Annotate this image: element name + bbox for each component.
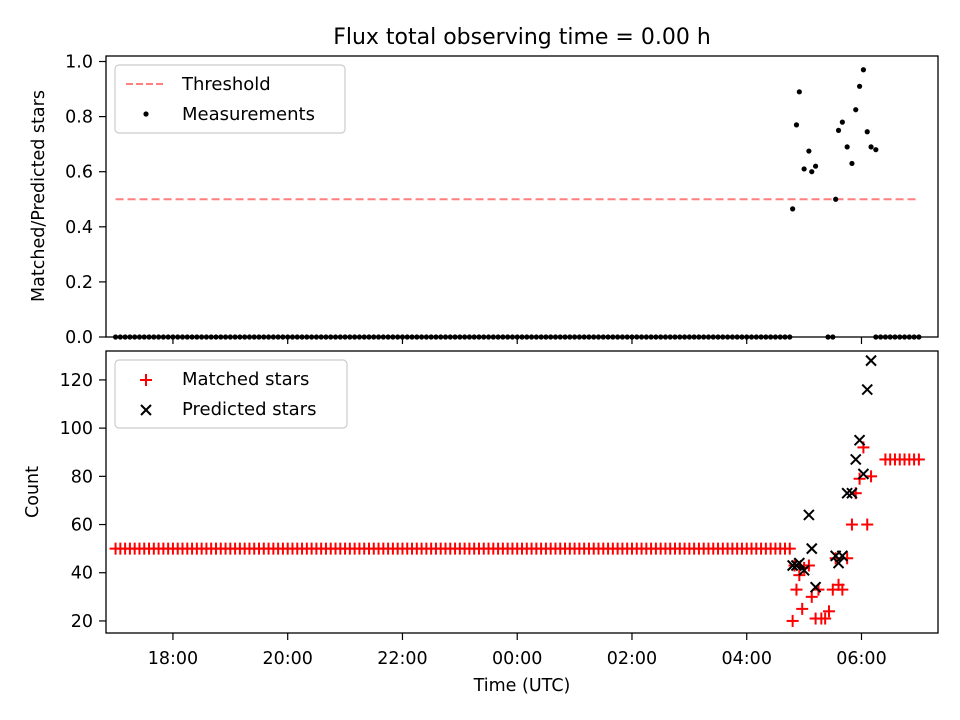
legend-matched-label: Matched stars (182, 369, 309, 390)
predicted-star-point (857, 468, 870, 480)
legend-measurements-swatch (143, 111, 149, 117)
predicted-star-point (846, 487, 858, 499)
top-y-ticks: 0.0 0.2 0.4 0.6 0.8 1.0 (65, 53, 106, 348)
matched-star-point (845, 518, 858, 531)
measurement-point (860, 67, 867, 73)
x-tick-label: 02:00 (607, 649, 657, 669)
measurement-point (844, 144, 850, 150)
predicted-star-point (803, 509, 815, 521)
matched-star-point (805, 590, 818, 603)
x-tick-label: 22:00 (377, 649, 427, 669)
predicted-star-point (809, 581, 822, 593)
y-tick-label: 0.2 (65, 273, 93, 293)
legend-threshold-label: Threshold (181, 74, 271, 95)
bottom-x-ticks: 18:00 20:00 22:00 00:00 02:00 04:00 06:00 (148, 337, 887, 669)
bottom-axes-frame (105, 350, 939, 634)
matched-star-point (912, 453, 925, 466)
predicted-star-point (865, 354, 877, 367)
legend-predicted-swatch (140, 404, 152, 416)
figure-title: Flux total observing time = 0.00 h (333, 25, 711, 50)
matched-star-point (861, 518, 874, 531)
measurement-point (856, 83, 863, 89)
x-tick-label: 00:00 (492, 649, 542, 669)
y-tick-label: 120 (60, 371, 93, 391)
legend-predicted-label: Predicted stars (182, 399, 316, 420)
matched-star-point (790, 583, 803, 596)
predicted-star-point (841, 487, 853, 499)
measurement-point (812, 163, 819, 169)
matched-star-point (836, 583, 849, 596)
measurement-point (839, 119, 845, 125)
measurement-point (809, 169, 815, 175)
x-axis-label: Time (UTC) (473, 676, 571, 696)
predicted-star-point (836, 550, 849, 562)
top-legend: Threshold Measurements (114, 64, 346, 134)
y-tick-label: 60 (71, 516, 93, 536)
y-tick-label: 20 (71, 612, 93, 632)
matched-star-point (783, 542, 796, 555)
predicted-star-point (806, 542, 818, 555)
matched-star-point (786, 614, 799, 627)
predicted-star-point (798, 564, 810, 577)
bottom-y-axis-label: Count (23, 466, 43, 518)
x-tick-label: 18:00 (148, 649, 198, 669)
measurement-point (790, 206, 796, 212)
predicted-star-point (832, 557, 845, 569)
predicted-star-point (850, 453, 862, 466)
measurement-point (793, 122, 800, 128)
y-tick-label: 80 (71, 467, 93, 487)
x-tick-label: 20:00 (262, 649, 312, 669)
measurement-point (833, 196, 839, 202)
top-y-axis-label: Matched/Predicted stars (29, 90, 49, 302)
legend-measurements-label: Measurements (182, 104, 315, 125)
top-axes-frame (105, 55, 939, 338)
measurement-point (801, 166, 807, 172)
measurement-point (868, 144, 874, 150)
bottom-legend: Matched stars Predicted stars (114, 359, 348, 429)
y-tick-label: 1.0 (65, 53, 93, 73)
matched-star-point (819, 612, 832, 625)
y-tick-label: 100 (60, 419, 93, 439)
predicted-star-point (786, 559, 799, 572)
bottom-y-ticks: 20 40 60 80 100 120 (60, 371, 106, 632)
y-tick-label: 0.4 (65, 218, 93, 238)
top-legend-box (114, 64, 346, 134)
measurement-point (835, 127, 842, 133)
predicted-star-point (861, 383, 873, 396)
measurement-point (864, 129, 870, 135)
y-tick-label: 0.6 (65, 163, 93, 183)
predicted-star-point (793, 557, 806, 569)
measurement-point (849, 160, 855, 167)
y-tick-label: 40 (71, 564, 93, 584)
matched-star-point (788, 559, 801, 572)
measurement-point (873, 147, 879, 153)
bottom-plot-area (109, 354, 925, 627)
x-tick-label: 06:00 (836, 649, 886, 669)
predicted-star-point (853, 434, 866, 446)
x-tick-label: 04:00 (722, 649, 772, 669)
y-tick-label: 0.8 (65, 108, 93, 128)
bottom-panel: 20 40 60 80 100 120 18:00 20:00 22:00 00:00 02:00… (23, 337, 939, 696)
legend-matched-swatch (140, 374, 152, 386)
matched-star-point (822, 605, 835, 618)
measurement-point (853, 107, 859, 113)
matched-star-point (796, 602, 809, 615)
y-tick-label: 0.0 (65, 328, 93, 348)
measurement-point (796, 89, 802, 95)
measurement-point (806, 148, 812, 154)
top-panel: 0.0 0.2 0.4 0.6 0.8 1.0 Matched/Predicted sta… (29, 53, 939, 348)
bottom-legend-box (114, 359, 348, 429)
